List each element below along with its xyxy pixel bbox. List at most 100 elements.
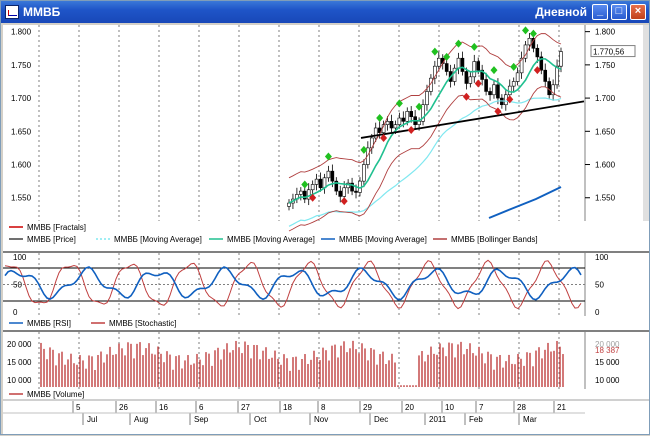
candle-body	[480, 69, 484, 80]
osc-tick-label-right: 0	[595, 308, 600, 317]
fractal-up-marker	[529, 29, 537, 38]
time-month-label: Jul	[87, 415, 97, 424]
candle-body	[306, 189, 311, 200]
time-day-label: 6	[199, 403, 204, 412]
volume-tick-label-left: 10 000	[7, 376, 32, 385]
time-day-label: 26	[119, 403, 128, 412]
price-legend-label: ММВБ [Moving Average]	[114, 235, 202, 244]
fractal-down-marker	[506, 95, 514, 104]
candle-body	[409, 111, 414, 117]
candle-body	[496, 84, 500, 99]
candle-body	[389, 121, 394, 129]
window-title: ММВБ	[23, 5, 61, 19]
fractal-down-marker	[309, 193, 317, 202]
candle-body	[543, 69, 548, 82]
osc-legend-label: ММВБ [Stochastic]	[109, 319, 177, 328]
candle-body	[385, 121, 390, 125]
candle-body	[314, 178, 319, 185]
trend-line	[360, 100, 585, 139]
osc-legend-label: ММВБ [RSI]	[27, 319, 71, 328]
time-day-label: 16	[159, 403, 168, 412]
price-tick-label-left: 1.750	[11, 61, 32, 70]
candle-body	[330, 170, 335, 182]
volume-tick-label-left: 15 000	[7, 358, 32, 367]
time-axis	[3, 400, 649, 434]
bollinger-lower	[288, 86, 562, 232]
price-scrollbar[interactable]	[643, 25, 649, 221]
candle-body	[425, 91, 429, 106]
price-legend-label: ММВБ [Price]	[27, 235, 76, 244]
candle-body	[464, 71, 469, 84]
fractal-down-marker	[474, 79, 482, 88]
maximize-button[interactable]: □	[611, 4, 627, 20]
time-day-label: 28	[517, 403, 526, 412]
fractal-up-marker	[443, 52, 451, 61]
time-day-label: 10	[445, 403, 454, 412]
candle-body	[539, 56, 544, 71]
price-tick-label-right: 1.750	[595, 61, 616, 70]
candle-body	[515, 72, 520, 82]
volume-series	[40, 340, 564, 387]
candle-body	[492, 84, 496, 96]
period-label: Дневной	[535, 5, 587, 19]
minimize-button[interactable]: _	[592, 4, 608, 20]
fractal-up-marker	[376, 114, 384, 123]
price-tick-label-right: 1.700	[595, 94, 616, 103]
time-month-label: Mar	[523, 415, 537, 424]
candle-body	[456, 57, 461, 69]
fractal-down-marker	[533, 66, 541, 75]
price-legend-label: ММВБ [Moving Average]	[339, 235, 427, 244]
volume-plot[interactable]	[3, 332, 585, 389]
candle-body	[401, 117, 406, 122]
price-tick-label-right: 1.550	[595, 194, 616, 203]
price-plot[interactable]	[3, 25, 585, 221]
time-month-label: 2011	[429, 415, 447, 424]
title-bar[interactable]: ММВБ Дневной _ □ ×	[1, 1, 649, 23]
candle-body	[444, 63, 449, 72]
price-axis	[585, 25, 643, 221]
volume-legend-label: ММВБ [Volume]	[27, 390, 84, 399]
price-tick-label-left: 1.650	[11, 127, 32, 136]
fractal-down-marker	[380, 133, 388, 142]
candle-body	[488, 91, 492, 96]
candle-body	[551, 84, 555, 96]
price-tick-label-left: 1.600	[11, 161, 32, 170]
candle-body	[310, 184, 315, 191]
candle-body	[436, 57, 441, 67]
fractal-up-marker	[324, 152, 332, 161]
price-legend-label: ММВБ [Moving Average]	[227, 235, 315, 244]
osc-tick-label-left: 100	[13, 253, 27, 262]
candle-body	[547, 81, 551, 96]
volume-tick-label-right: 20 000	[595, 340, 620, 349]
oscillator-axis	[585, 253, 649, 316]
candle-body	[527, 37, 532, 46]
candle-body	[350, 182, 354, 192]
price-tick-label-right: 1.650	[595, 127, 616, 136]
axis-labels: 1.800 1.800 1.750 1.750 1.700 1.700 1.650 1.650…	[3, 28, 636, 425]
candle-body	[366, 147, 370, 165]
time-day-label: 5	[76, 403, 81, 412]
volume-legend-area	[3, 389, 649, 400]
fractal-up-marker	[360, 145, 368, 154]
price-legend-area	[3, 221, 649, 251]
close-button[interactable]: ×	[630, 4, 646, 20]
candle-body	[338, 190, 343, 197]
candle-body	[342, 187, 346, 197]
volume-tick-label-right: 10 000	[595, 376, 620, 385]
time-month-label: Feb	[469, 415, 483, 424]
fractal-up-marker	[301, 180, 309, 189]
chart-app-icon	[5, 5, 19, 19]
time-day-label: 29	[363, 403, 372, 412]
candle-body	[302, 190, 307, 200]
osc-tick-label-left: 50	[13, 281, 22, 290]
moving-average-green	[288, 58, 562, 204]
candle-body	[405, 111, 410, 122]
volume-tick-label-left: 20 000	[7, 340, 32, 349]
candle-body	[484, 79, 488, 92]
price-tick-label-left: 1.700	[11, 94, 32, 103]
time-day-label: 20	[405, 403, 414, 412]
oscillator-plot[interactable]	[3, 253, 585, 316]
current-price-box	[590, 45, 636, 58]
fractal-down-marker	[407, 125, 415, 134]
